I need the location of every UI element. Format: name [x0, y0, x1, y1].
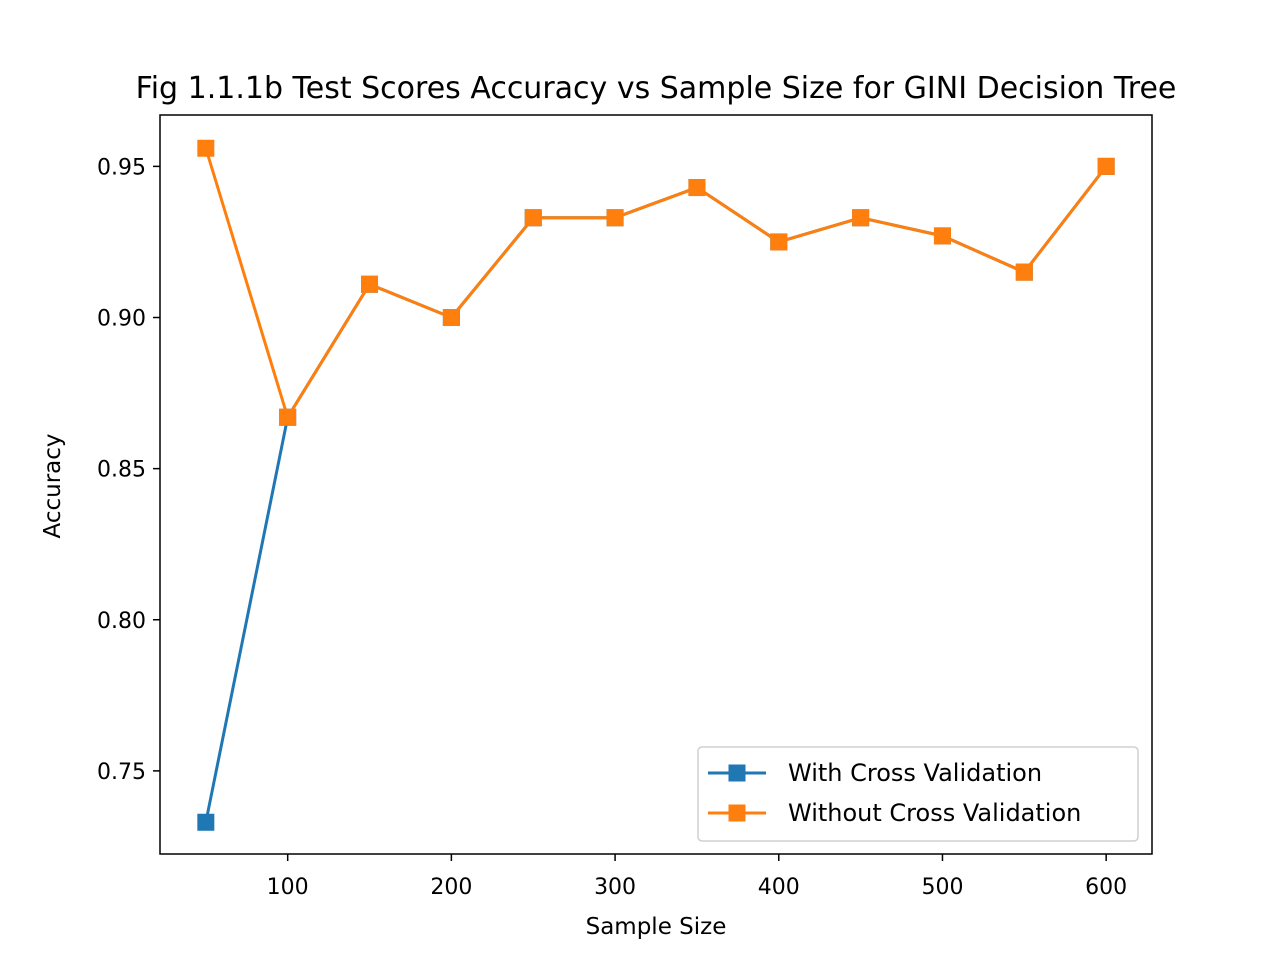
plot-area	[160, 115, 1152, 854]
x-tick-label: 100	[267, 875, 309, 900]
data-point	[852, 209, 870, 227]
data-point	[1015, 263, 1033, 281]
x-tick-label: 600	[1085, 875, 1127, 900]
legend-label: With Cross Validation	[788, 759, 1042, 787]
plot-frame	[159, 114, 1153, 855]
data-point	[1097, 157, 1115, 175]
x-tick-label: 200	[430, 875, 472, 900]
y-tick-label: 0.85	[97, 458, 146, 483]
data-point	[197, 813, 215, 831]
x-tick-label: 500	[921, 875, 963, 900]
series-line	[204, 146, 1108, 419]
axis-layer: 100 200 300 400 500 600 0.75 0.80 0.85 0.90 0.95	[97, 114, 1153, 900]
data-point	[770, 233, 788, 251]
data-point	[933, 227, 951, 245]
legend-item: Without Cross Validation	[708, 799, 1081, 827]
legend-label: Without Cross Validation	[788, 799, 1081, 827]
y-tick-label: 0.95	[97, 155, 146, 180]
data-point	[524, 209, 542, 227]
data-point	[197, 139, 215, 157]
legend-marker	[728, 804, 746, 822]
chart-title: Fig 1.1.1b Test Scores Accuracy vs Sampl…	[136, 71, 1177, 106]
series-layer	[197, 139, 1115, 831]
x-tick-label: 400	[758, 875, 800, 900]
y-tick-label: 0.80	[97, 609, 146, 634]
x-tick-label: 300	[594, 875, 636, 900]
y-axis-label: Accuracy	[40, 433, 66, 538]
data-point	[442, 309, 460, 327]
plot-background	[160, 115, 1152, 854]
x-axis-label: Sample Size	[586, 914, 727, 940]
data-point	[361, 275, 379, 293]
legend-marker	[728, 764, 746, 782]
data-point	[279, 408, 297, 426]
legend-item: With Cross Validation	[708, 759, 1042, 787]
y-tick-label: 0.90	[97, 307, 146, 332]
data-point	[688, 179, 706, 197]
y-tick-label: 0.75	[97, 760, 146, 785]
series-without-cross-validation	[197, 139, 1115, 426]
legend-box	[697, 746, 1139, 842]
data-point	[606, 209, 624, 227]
legend: With Cross Validation Without Cross Valid…	[697, 746, 1139, 842]
